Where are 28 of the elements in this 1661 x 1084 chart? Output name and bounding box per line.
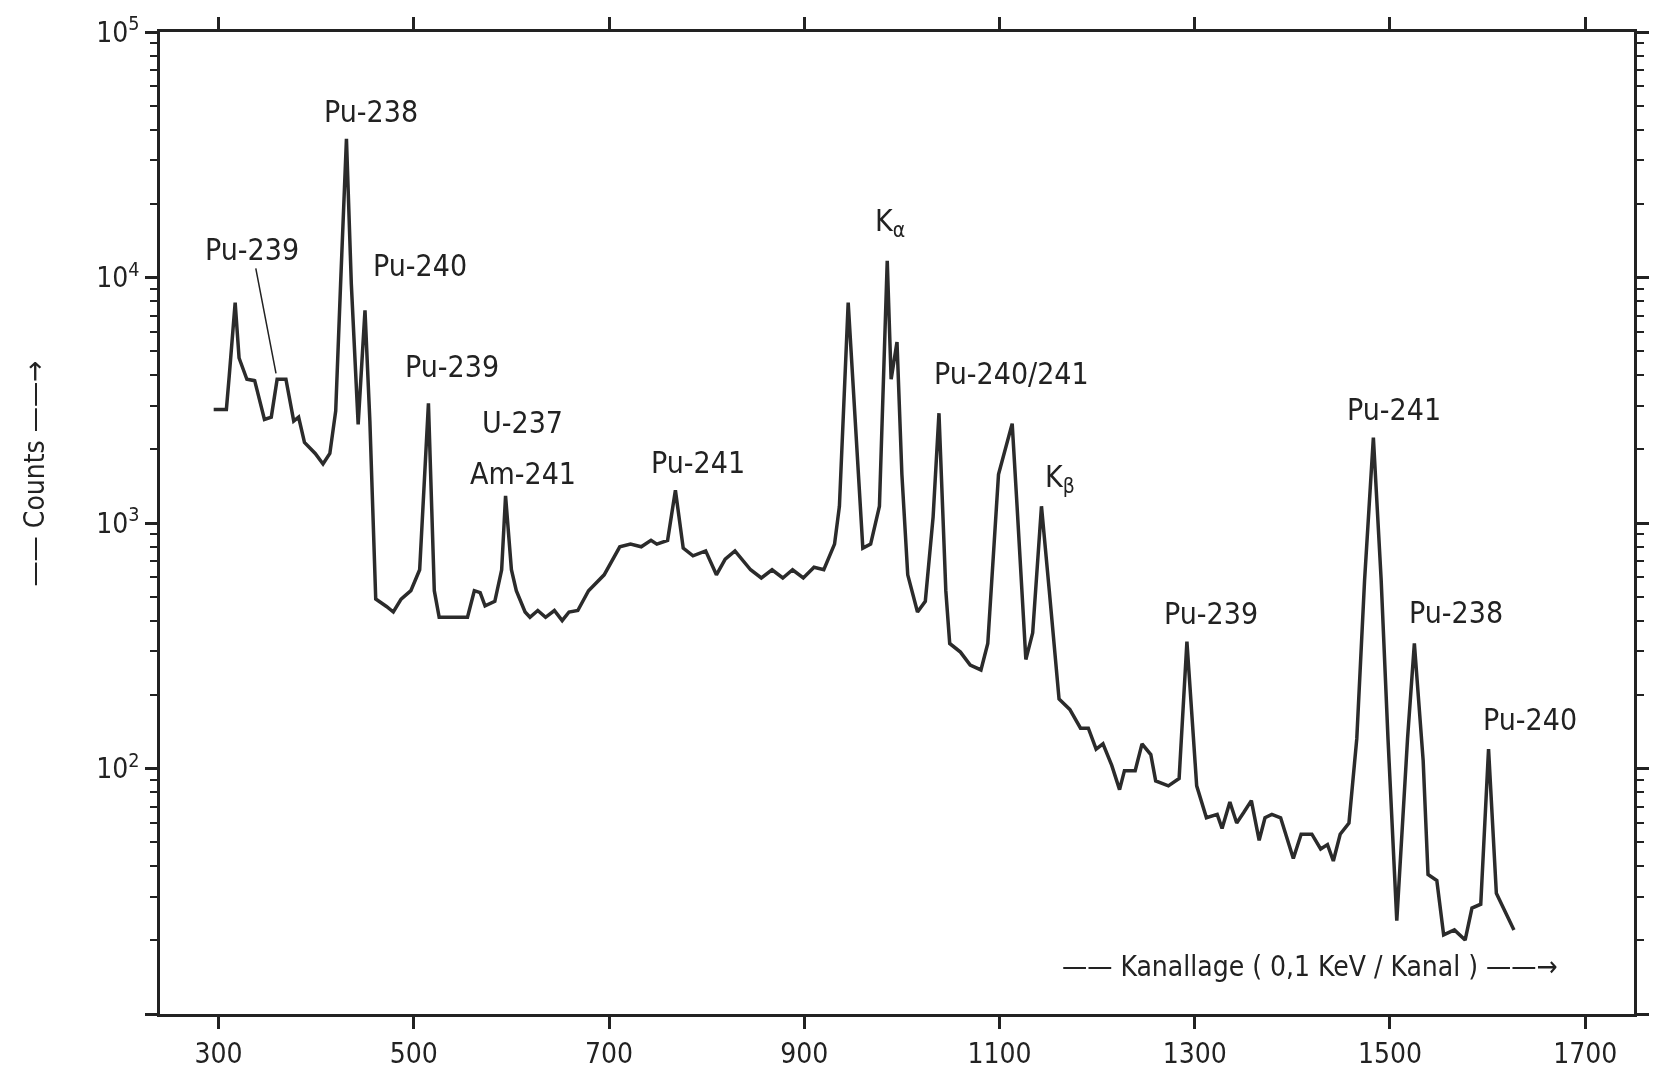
x-tick-label: 500 (389, 1036, 438, 1070)
y-axis-title: —— Counts ——→ (17, 360, 51, 587)
annotation: K$_{α}$ (875, 203, 906, 243)
x-tick-label: 1700 (1553, 1036, 1618, 1070)
x-tick-label: 700 (584, 1036, 634, 1070)
annotation: Pu-239 (1164, 596, 1259, 631)
annotation: Pu-239 (205, 232, 300, 267)
annotation: Pu-241 (1347, 392, 1442, 427)
y-tick-label: 10$^{5}$ (96, 12, 140, 49)
annotation: Pu-241 (651, 445, 746, 480)
annotation: Pu-238 (324, 94, 419, 129)
annotation: Pu-239 (405, 349, 500, 384)
x-tick-label: 1500 (1357, 1036, 1423, 1070)
annotation: Pu-240 (373, 248, 468, 283)
x-tick-label: 900 (780, 1036, 829, 1070)
annotation: Pu-240/241 (934, 356, 1089, 391)
y-tick-label: 10$^{3}$ (96, 503, 140, 540)
annotation: Am-241 (470, 456, 576, 491)
annotation: Pu-240 (1483, 702, 1578, 737)
x-tick-label: 1300 (1162, 1036, 1227, 1070)
x-axis-title: —— Kanallage ( 0,1 KeV / Kanal ) ——→ (1062, 950, 1558, 983)
annotation: Pu-238 (1409, 595, 1504, 630)
x-tick-label: 1100 (967, 1036, 1032, 1070)
y-tick-label: 10$^{2}$ (96, 748, 140, 786)
y-tick-label: 10$^{4}$ (96, 257, 140, 295)
annotation: U-237 (482, 405, 564, 440)
annotation: K$_{β}$ (1045, 459, 1075, 499)
x-tick-label: 300 (194, 1036, 243, 1070)
